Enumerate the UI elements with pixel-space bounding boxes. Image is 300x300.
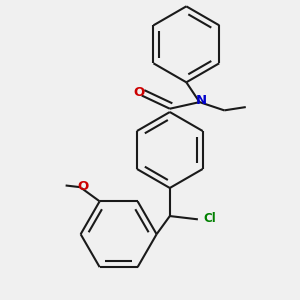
Text: O: O	[134, 86, 145, 99]
Text: Cl: Cl	[203, 212, 216, 225]
Text: N: N	[196, 94, 207, 107]
Text: O: O	[77, 180, 89, 193]
